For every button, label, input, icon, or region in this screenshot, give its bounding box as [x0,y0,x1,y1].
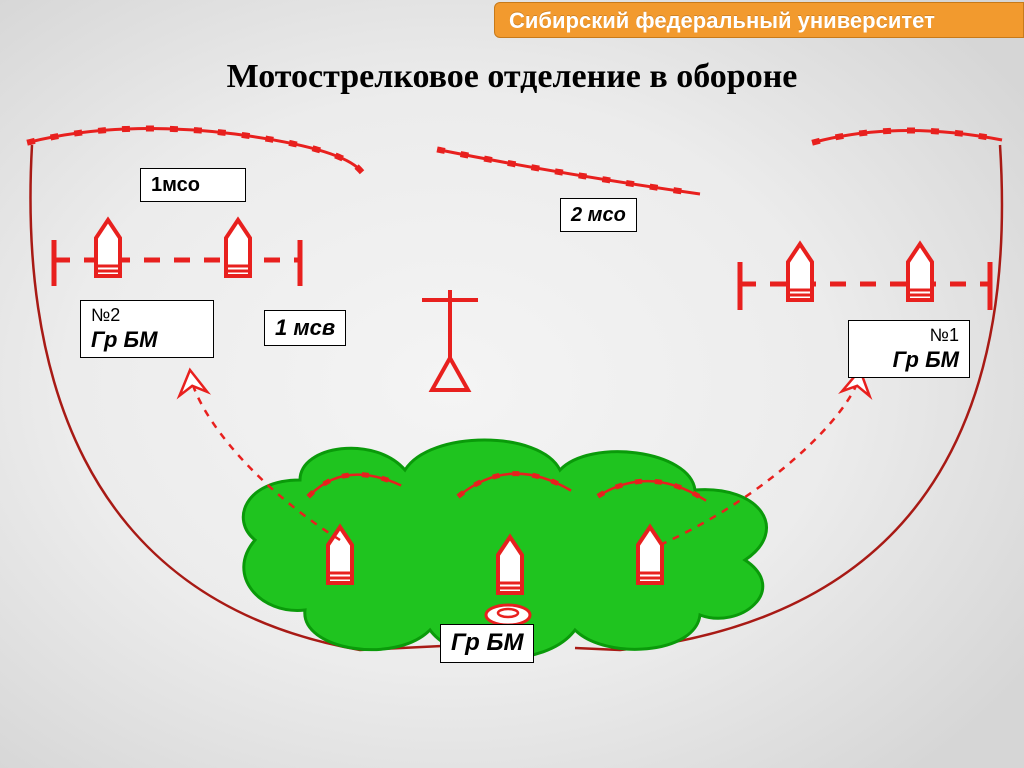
slide-root: Сибирский федеральный университет Мотост… [0,0,1024,768]
label-grbm-left-num: №2 [91,305,203,327]
label-2mso: 2 мсо [560,198,637,232]
label-grbm-left: №2 Гр БМ [80,300,214,358]
right-position [740,262,990,310]
left-position [54,240,300,286]
commander-oval-icon [486,605,530,625]
label-1mso: 1мсо [140,168,246,202]
vehicle-icon [96,220,120,276]
label-grbm-bottom: Гр БМ [440,624,534,663]
label-grbm-right-num: №1 [859,325,959,347]
label-grbm-right-text: Гр БМ [859,347,959,373]
vehicle-icon [908,244,932,300]
arrow-head-icon [176,368,207,396]
vehicle-icon [788,244,812,300]
command-post-icon [422,290,478,390]
vehicle-icon [226,220,250,276]
label-1msv: 1 мсв [264,310,346,346]
label-grbm-left-text: Гр БМ [91,327,203,353]
label-grbm-right: №1 Гр БМ [848,320,970,378]
